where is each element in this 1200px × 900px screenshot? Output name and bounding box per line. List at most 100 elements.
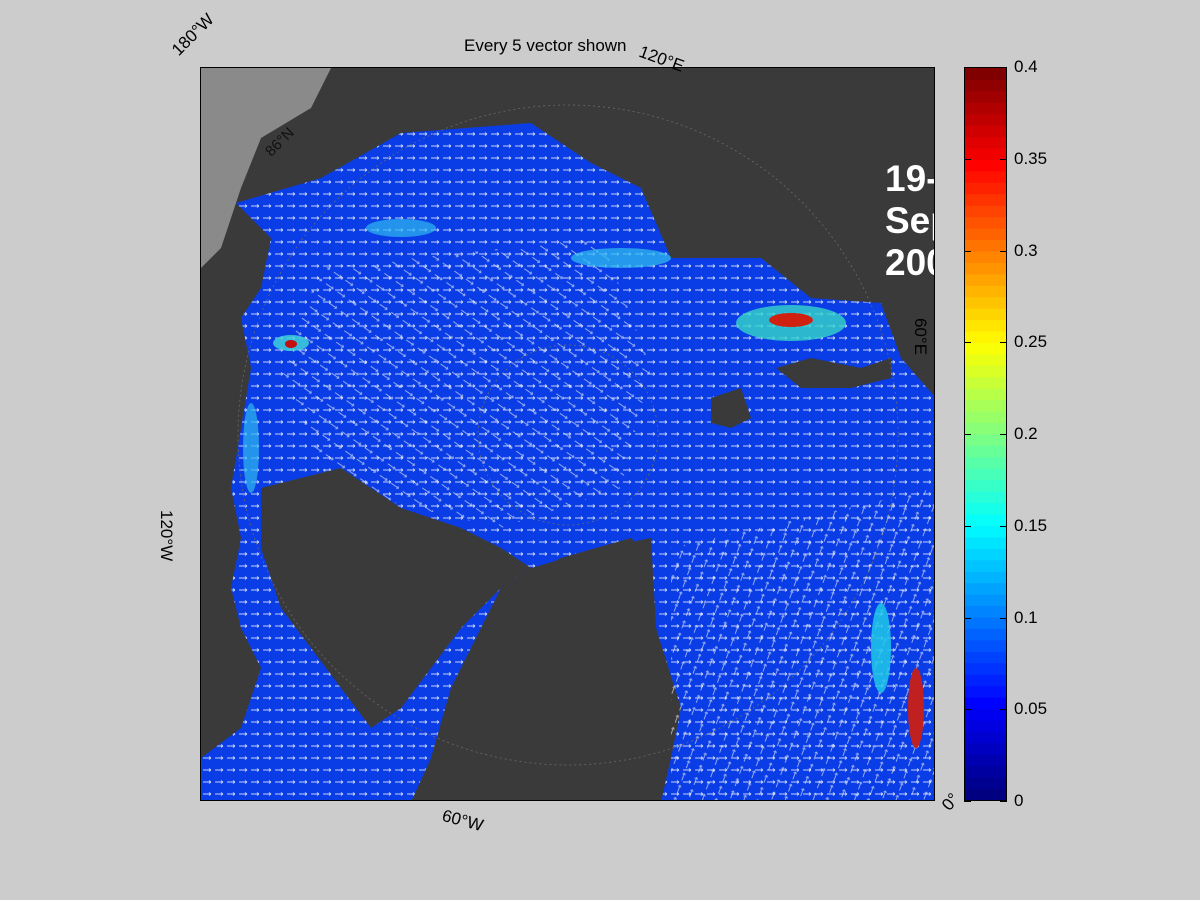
colorbar-step — [965, 399, 1006, 412]
colorbar-step — [965, 170, 1006, 183]
colorbar-step — [965, 193, 1006, 206]
graticule-circle-outer — [237, 104, 899, 766]
colorbar-step — [965, 148, 1006, 160]
land-novaya-zemlya — [776, 358, 891, 388]
colorbar-step — [965, 365, 1006, 378]
colorbar-step — [965, 628, 1006, 641]
colorbar-step — [965, 788, 1006, 800]
colorbar-step — [965, 296, 1006, 309]
colorbar-step — [965, 342, 1006, 355]
colorbar-tick-label: 0.4 — [1014, 57, 1038, 76]
colorbar-step — [965, 445, 1006, 458]
colorbar-step — [965, 308, 1006, 321]
colorbar-tick-label: 0 — [1014, 791, 1024, 810]
colorbar-step — [965, 216, 1006, 229]
colorbar-step — [965, 353, 1006, 366]
colorbar-step — [965, 411, 1006, 424]
colorbar-step — [965, 113, 1006, 126]
colorbar-tick-label: 0.15 — [1014, 515, 1048, 535]
colorbar-tick-label: 0.35 — [1014, 148, 1048, 168]
colorbar-tick-label: 0.1 — [1014, 607, 1038, 627]
colorbar-tick-label: 0.05 — [1014, 699, 1048, 719]
colorbar-tick-mark — [1000, 158, 1007, 160]
colorbar-step — [965, 90, 1006, 103]
colorbar-tick-mark — [964, 525, 971, 527]
lon-label-120w: 120°W — [157, 510, 176, 562]
colorbar-step — [965, 68, 1006, 80]
speed-patch-greenland-east — [908, 668, 924, 748]
colorbar-tick-label: 0.25 — [1014, 332, 1048, 352]
colorbar-step — [965, 536, 1006, 549]
colorbar-step — [965, 388, 1006, 401]
colorbar-step — [965, 754, 1006, 767]
colorbar-step — [965, 479, 1006, 492]
colorbar-step — [965, 319, 1006, 332]
colorbar-step — [965, 559, 1006, 572]
land-svalbard — [711, 388, 751, 428]
map-canvas — [201, 68, 934, 800]
colorbar-step — [965, 102, 1006, 115]
land-canadian-archipelago — [261, 468, 531, 728]
drift-vectors-atlantic — [671, 488, 934, 800]
colorbar-step — [965, 617, 1006, 629]
colorbar-step — [965, 159, 1006, 172]
colorbar-tick-mark — [1000, 67, 1007, 68]
speed-patch-beaufort-edge — [243, 403, 259, 493]
colorbar-step — [965, 285, 1006, 298]
colorbar-step — [965, 582, 1006, 595]
colorbar-step — [965, 525, 1006, 538]
colorbar-tick-mark — [1000, 709, 1007, 711]
colorbar-tick-mark — [1000, 525, 1007, 527]
date-label: 19-Sep-2009 — [885, 158, 935, 283]
graticule-circle-inner — [477, 344, 659, 526]
lon-label-60e: 60°E — [911, 318, 930, 356]
colorbar-step — [965, 262, 1006, 275]
colorbar-step — [965, 651, 1006, 664]
colorbar-step — [965, 468, 1006, 481]
speed-patch-chukchi-peak — [285, 340, 297, 348]
colorbar-tick-mark — [964, 342, 971, 344]
colorbar-tick-mark — [1000, 801, 1007, 802]
colorbar-step — [965, 182, 1006, 195]
speed-patch-laptev — [571, 248, 671, 268]
colorbar-step — [965, 674, 1006, 687]
colorbar-tick-mark — [964, 158, 971, 160]
colorbar-step — [965, 742, 1006, 755]
colorbar-step — [965, 136, 1006, 149]
lon-label-0: 0° — [938, 789, 964, 815]
colorbar-step — [965, 765, 1006, 778]
colorbar-step — [965, 422, 1006, 435]
colorbar-tick-mark — [964, 67, 971, 68]
colorbar-tick-mark — [964, 250, 971, 252]
colorbar-step — [965, 434, 1006, 446]
speed-patch-east-siberian — [366, 219, 436, 237]
colorbar-step — [965, 79, 1006, 92]
colorbar-step — [965, 731, 1006, 744]
colorbar-step — [965, 685, 1006, 698]
sea-ice-drift-map: 19-Sep-2009 — [200, 67, 935, 801]
colorbar-tick-label: 0.2 — [1014, 424, 1038, 443]
colorbar-step — [965, 639, 1006, 652]
colorbar-tick-mark — [964, 617, 971, 619]
colorbar-step — [965, 502, 1006, 515]
speed-patch-fram — [871, 603, 891, 693]
colorbar-step — [965, 548, 1006, 561]
colorbar-tick-label: 0.3 — [1014, 240, 1038, 260]
colorbar-step — [965, 571, 1006, 584]
colorbar-step — [965, 662, 1006, 675]
colorbar-step — [965, 708, 1006, 721]
colorbar-tick-mark — [1000, 342, 1007, 344]
colorbar-step — [965, 125, 1006, 138]
colorbar-step — [965, 491, 1006, 504]
lon-label-60w: 60°W — [440, 806, 486, 836]
colorbar-step — [965, 594, 1006, 607]
figure-title: Every 5 vector shown — [464, 36, 627, 55]
land-grey-region — [201, 68, 331, 268]
colorbar-step — [965, 697, 1006, 709]
colorbar-step — [965, 273, 1006, 286]
colorbar-step — [965, 777, 1006, 790]
colorbar-step — [965, 331, 1006, 343]
colorbar-step — [965, 205, 1006, 218]
colorbar-step — [965, 376, 1006, 389]
colorbar-tick-mark — [1000, 434, 1007, 435]
